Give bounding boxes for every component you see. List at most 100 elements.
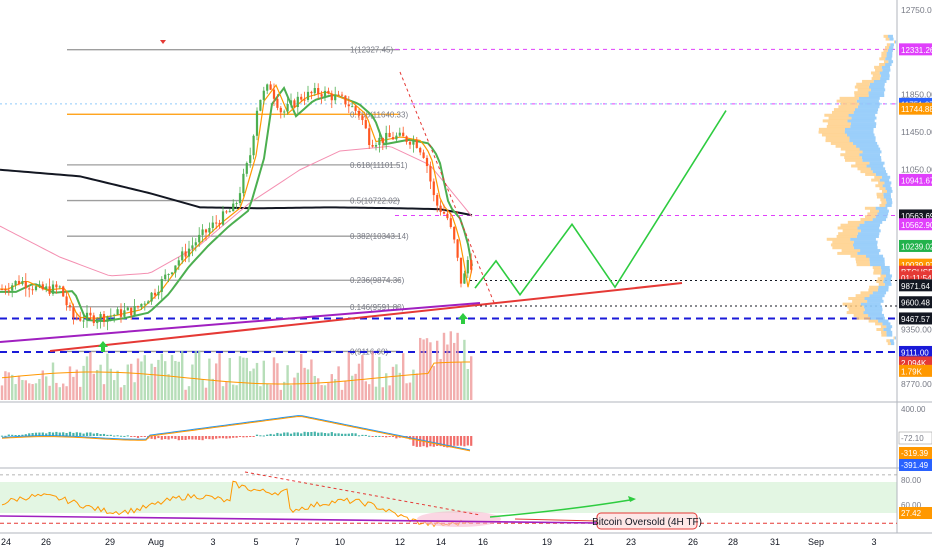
oversold-callout[interactable]: Bitcoin Oversold (4H TF)	[592, 512, 702, 530]
candle-body[interactable]	[262, 90, 265, 100]
candle-body[interactable]	[425, 157, 429, 167]
price-badge[interactable]	[899, 364, 932, 377]
candle-body[interactable]	[174, 265, 177, 273]
candle-body[interactable]	[211, 222, 214, 228]
price-badge[interactable]	[899, 279, 932, 292]
macd-signal-line[interactable]	[1, 415, 471, 452]
candle-body[interactable]	[225, 211, 228, 213]
candle-body[interactable]	[21, 281, 24, 285]
candle-body[interactable]	[330, 93, 333, 101]
candle-body[interactable]	[126, 307, 129, 311]
candle-body[interactable]	[347, 104, 350, 107]
macd-badge[interactable]	[898, 431, 932, 445]
candle-body[interactable]	[371, 145, 374, 147]
candle-body[interactable]	[198, 234, 201, 243]
macd-badge[interactable]	[899, 459, 932, 471]
candle-body[interactable]	[7, 290, 10, 292]
red-trendline[interactable]	[49, 282, 683, 352]
candle-body[interactable]	[14, 280, 17, 286]
candle-body[interactable]	[96, 320, 99, 324]
candle-body[interactable]	[449, 218, 452, 227]
price-badge[interactable]	[899, 296, 932, 309]
rsi-red-dashed-line[interactable]	[244, 471, 481, 516]
candle-body[interactable]	[293, 100, 296, 108]
candle-body[interactable]	[102, 314, 106, 322]
price-axis[interactable]: 12750.00 11850.00 11450.00 11050.00 9350.00 8…	[898, 5, 932, 519]
candle-body[interactable]	[378, 137, 381, 146]
candle-body[interactable]	[194, 242, 197, 246]
candle-body[interactable]	[289, 100, 293, 105]
candle-body[interactable]	[4, 289, 7, 291]
candle-body[interactable]	[82, 320, 85, 322]
candle-body[interactable]	[45, 286, 48, 290]
macd-line[interactable]	[1, 415, 471, 451]
price-badge[interactable]	[899, 345, 932, 358]
price-badge[interactable]	[899, 173, 932, 186]
candle-body[interactable]	[354, 106, 357, 111]
candle-body[interactable]	[279, 107, 282, 113]
candle-body[interactable]	[79, 318, 82, 321]
price-badge[interactable]	[899, 312, 932, 325]
candle-body[interactable]	[235, 203, 238, 205]
candle-body[interactable]	[17, 280, 21, 285]
candle-body[interactable]	[191, 245, 194, 249]
candle-body[interactable]	[405, 136, 408, 142]
candle-body[interactable]	[364, 120, 367, 129]
candle-body[interactable]	[310, 91, 313, 94]
candle-body[interactable]	[218, 222, 221, 225]
candle-body[interactable]	[184, 251, 187, 257]
candle-body[interactable]	[38, 284, 41, 287]
candle-body[interactable]	[395, 135, 398, 140]
rsi-line[interactable]	[1, 480, 471, 528]
candle-body[interactable]	[276, 98, 279, 108]
candle-body[interactable]	[398, 132, 401, 136]
candle-body[interactable]	[92, 315, 95, 324]
candle-body[interactable]	[24, 281, 27, 289]
candle-body[interactable]	[68, 305, 72, 308]
candle-body[interactable]	[160, 279, 163, 292]
price-badge[interactable]	[899, 102, 932, 115]
candle-body[interactable]	[242, 173, 245, 194]
candle-body[interactable]	[116, 309, 119, 315]
candle-body[interactable]	[446, 213, 449, 219]
candle-body[interactable]	[368, 128, 371, 146]
candle-body[interactable]	[259, 99, 262, 111]
candle-body[interactable]	[327, 90, 330, 94]
ma-green-line[interactable]	[0, 86, 473, 323]
candle-body[interactable]	[255, 110, 259, 136]
candle-body[interactable]	[41, 284, 44, 290]
candle-body[interactable]	[337, 94, 340, 96]
macd-badge[interactable]	[899, 447, 932, 459]
candle-body[interactable]	[113, 314, 116, 316]
candle-body[interactable]	[439, 205, 442, 212]
candle-body[interactable]	[442, 211, 446, 214]
candle-body[interactable]	[0, 289, 4, 291]
candle-body[interactable]	[357, 110, 361, 116]
price-badge[interactable]	[899, 218, 932, 231]
candle-body[interactable]	[429, 166, 432, 182]
candle-body[interactable]	[181, 251, 184, 261]
candle-body[interactable]	[140, 303, 143, 308]
candle-body[interactable]	[391, 137, 395, 140]
candle-body[interactable]	[130, 307, 133, 316]
rsi-purple-trendline[interactable]	[0, 515, 601, 524]
candle-body[interactable]	[317, 88, 320, 95]
ma-200-line[interactable]	[0, 168, 473, 217]
candle-body[interactable]	[283, 111, 286, 113]
sell-arrow-icon[interactable]	[160, 40, 166, 44]
candle-body[interactable]	[306, 91, 310, 100]
candle-body[interactable]	[62, 286, 65, 297]
projection-path[interactable]	[474, 110, 727, 297]
price-badge[interactable]	[899, 43, 932, 56]
candle-body[interactable]	[99, 314, 102, 321]
candle-body[interactable]	[109, 315, 112, 317]
candle-body[interactable]	[453, 226, 456, 240]
candle-body[interactable]	[436, 195, 439, 206]
candle-body[interactable]	[167, 274, 170, 276]
candle-body[interactable]	[459, 257, 463, 284]
buy-arrow-icon[interactable]	[98, 341, 108, 352]
candle-body[interactable]	[157, 291, 160, 296]
candle-body[interactable]	[221, 211, 225, 225]
candle-body[interactable]	[215, 222, 218, 224]
candle-body[interactable]	[432, 181, 435, 196]
